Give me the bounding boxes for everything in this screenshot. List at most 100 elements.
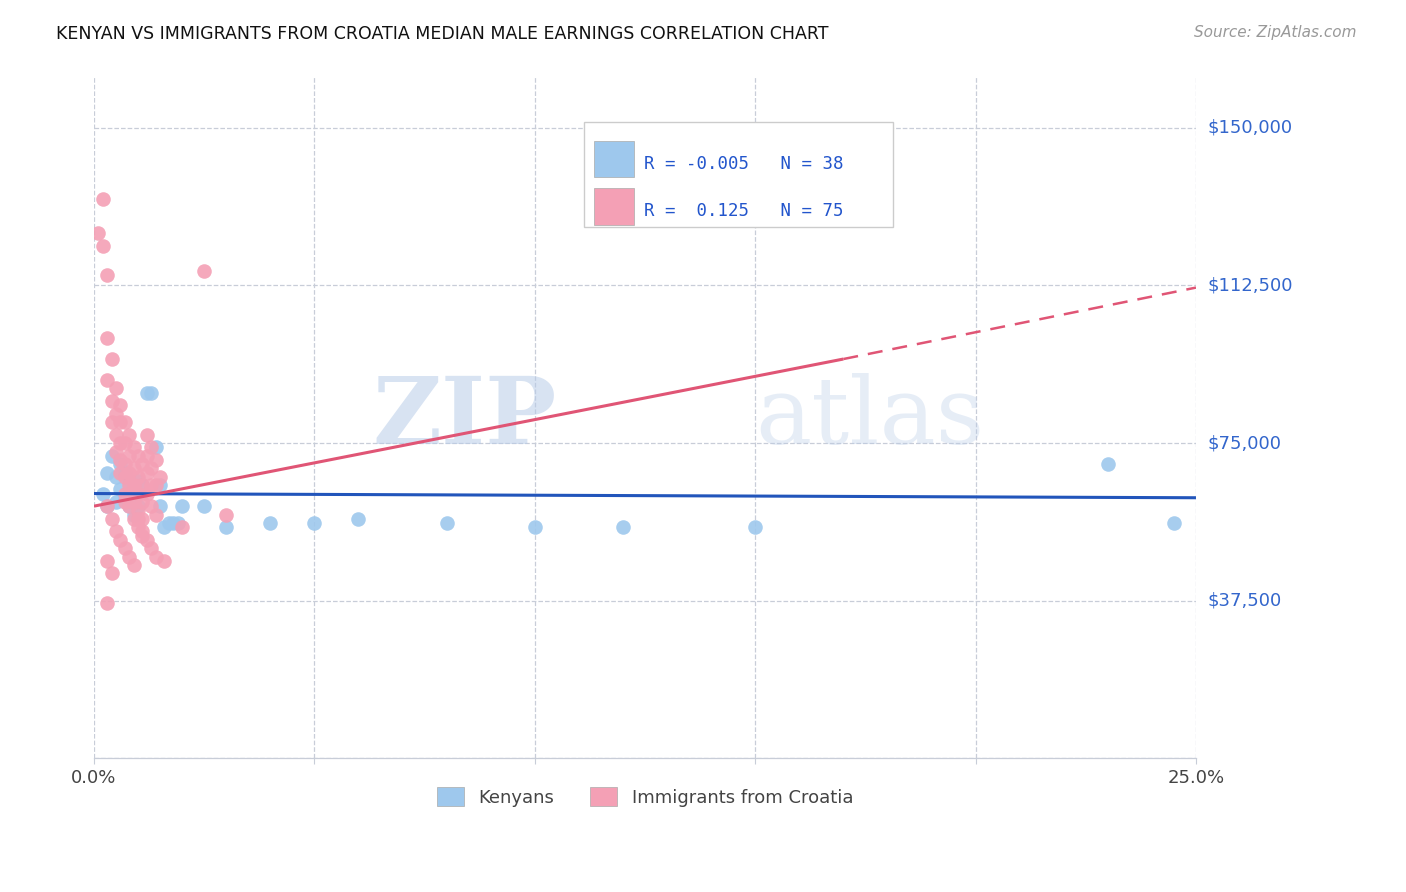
Point [172,520,194,534]
Point [172,499,194,513]
Text: ZIP: ZIP [373,373,557,463]
Point [127,503,149,517]
Point [131,524,153,539]
Point [127,486,149,500]
Point [131,478,153,492]
Point [110,453,132,467]
Point [122,558,145,572]
Point [141,478,163,492]
Point [131,457,153,471]
Point [114,469,136,483]
Point [118,499,141,513]
Point [96,268,118,282]
FancyBboxPatch shape [595,141,634,178]
Point [118,474,141,488]
Point [110,398,132,412]
Point [141,541,163,556]
Point [91,486,114,500]
Point [145,478,167,492]
Point [104,444,127,458]
Point [304,516,326,530]
Point [162,516,184,530]
Point [215,508,238,522]
Point [166,516,188,530]
Text: $75,000: $75,000 [1208,434,1281,452]
Point [131,495,153,509]
Point [122,508,145,522]
Point [141,440,163,454]
Text: R =  0.125   N = 75: R = 0.125 N = 75 [644,202,844,220]
Point [259,516,281,530]
Point [100,352,122,367]
Point [122,483,145,497]
Point [141,385,163,400]
Point [110,533,132,547]
Point [96,499,118,513]
FancyBboxPatch shape [595,188,634,225]
Point [114,486,136,500]
Point [104,407,127,421]
Point [127,499,149,513]
Point [149,499,172,513]
Point [96,466,118,480]
Point [110,436,132,450]
Point [127,469,149,483]
Point [114,541,136,556]
Point [135,466,157,480]
Point [104,495,127,509]
Point [110,483,132,497]
Point [523,520,546,534]
Point [110,415,132,429]
Text: R = -0.005   N = 38: R = -0.005 N = 38 [644,155,844,173]
Text: $37,500: $37,500 [1208,591,1281,610]
Point [131,512,153,526]
Point [96,554,118,568]
Point [91,192,114,206]
Point [149,469,172,483]
Point [149,478,172,492]
Point [118,549,141,564]
Point [96,499,118,513]
Point [215,520,238,534]
Point [122,512,145,526]
Point [122,495,145,509]
Point [127,449,149,463]
Point [153,554,176,568]
Point [100,512,122,526]
Point [131,528,153,542]
Point [347,512,370,526]
Point [96,373,118,387]
Text: KENYAN VS IMMIGRANTS FROM CROATIA MEDIAN MALE EARNINGS CORRELATION CHART: KENYAN VS IMMIGRANTS FROM CROATIA MEDIAN… [56,25,828,43]
Point [114,457,136,471]
Point [145,453,167,467]
Point [96,596,118,610]
Point [87,226,110,240]
Point [100,415,122,429]
Point [114,436,136,450]
Point [122,461,145,475]
Point [135,427,157,442]
Point [104,469,127,483]
Point [1163,516,1185,530]
Point [145,440,167,454]
Point [193,499,215,513]
Point [153,520,176,534]
Point [114,491,136,505]
Text: $112,500: $112,500 [1208,277,1292,294]
Point [122,478,145,492]
Text: $150,000: $150,000 [1208,119,1292,136]
Point [135,533,157,547]
Point [127,512,149,526]
Point [118,466,141,480]
Point [141,499,163,513]
Point [104,427,127,442]
Text: Source: ZipAtlas.com: Source: ZipAtlas.com [1194,25,1357,40]
Point [122,440,145,454]
Point [100,449,122,463]
Point [135,486,157,500]
Point [104,524,127,539]
Point [141,461,163,475]
Point [157,516,180,530]
Point [114,495,136,509]
Point [114,466,136,480]
